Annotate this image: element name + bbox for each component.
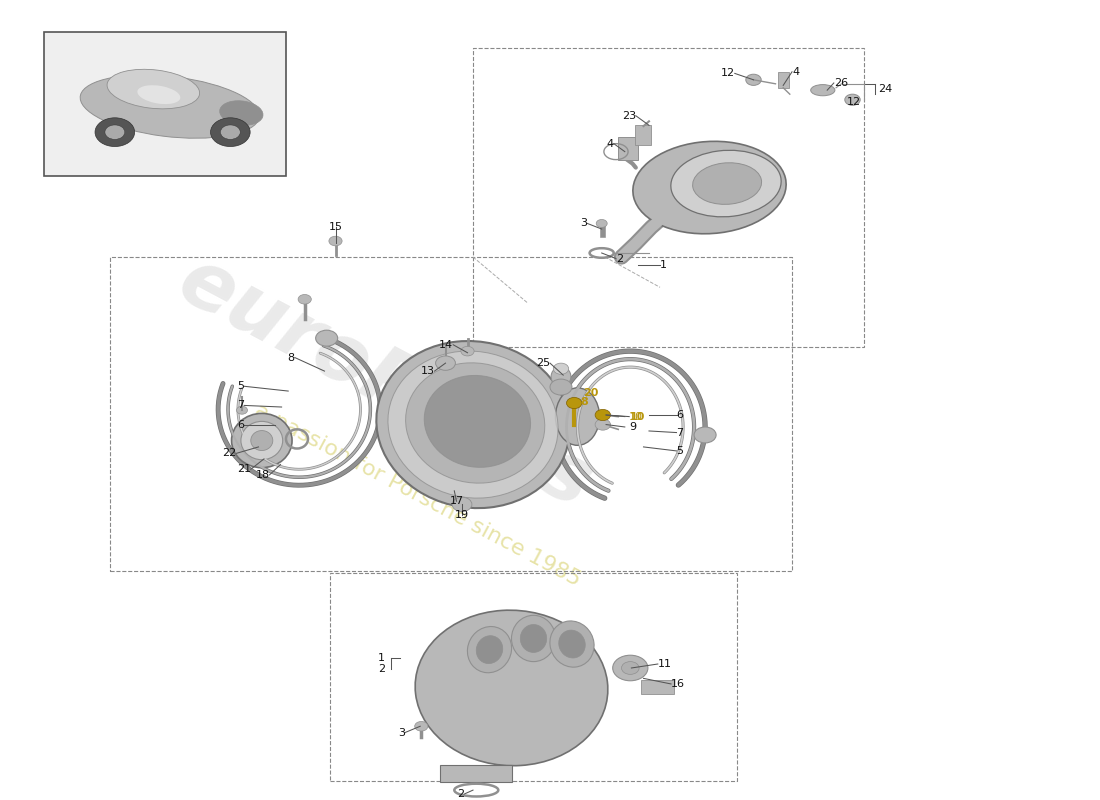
Circle shape bbox=[95, 118, 134, 146]
Text: a passion for Porsche since 1985: a passion for Porsche since 1985 bbox=[252, 400, 584, 590]
Ellipse shape bbox=[693, 162, 761, 204]
Text: 19: 19 bbox=[455, 510, 469, 520]
Text: 3: 3 bbox=[398, 728, 405, 738]
Text: 24: 24 bbox=[878, 84, 892, 94]
Ellipse shape bbox=[107, 70, 199, 109]
Circle shape bbox=[621, 662, 639, 674]
Circle shape bbox=[415, 722, 428, 731]
Ellipse shape bbox=[388, 351, 558, 498]
Text: 8: 8 bbox=[288, 353, 295, 362]
Ellipse shape bbox=[220, 101, 263, 126]
Circle shape bbox=[596, 219, 607, 227]
Circle shape bbox=[329, 236, 342, 246]
Circle shape bbox=[236, 406, 248, 414]
Bar bbox=[618, 138, 638, 160]
Ellipse shape bbox=[550, 621, 594, 667]
Text: 5: 5 bbox=[676, 446, 683, 456]
Circle shape bbox=[566, 398, 582, 409]
Circle shape bbox=[746, 74, 761, 86]
Ellipse shape bbox=[406, 363, 544, 483]
Text: 4: 4 bbox=[607, 138, 614, 149]
Circle shape bbox=[595, 419, 610, 430]
Text: 12: 12 bbox=[720, 69, 735, 78]
Bar bbox=[44, 32, 286, 175]
Circle shape bbox=[104, 125, 124, 139]
Text: 26: 26 bbox=[834, 78, 848, 88]
Text: 14: 14 bbox=[439, 340, 453, 350]
Ellipse shape bbox=[476, 636, 503, 663]
Text: 13: 13 bbox=[420, 366, 434, 376]
Circle shape bbox=[220, 125, 240, 139]
Text: 16: 16 bbox=[671, 679, 685, 689]
Circle shape bbox=[553, 363, 569, 374]
Text: 21: 21 bbox=[236, 464, 251, 474]
Circle shape bbox=[210, 118, 250, 146]
Bar bbox=[641, 680, 674, 694]
Text: 12: 12 bbox=[847, 97, 861, 107]
Text: 7: 7 bbox=[238, 401, 244, 410]
Text: 23: 23 bbox=[621, 110, 636, 121]
Ellipse shape bbox=[512, 615, 556, 662]
Ellipse shape bbox=[671, 150, 781, 217]
Text: 7: 7 bbox=[676, 427, 683, 438]
Bar bbox=[473, 48, 864, 347]
Bar bbox=[600, 224, 605, 237]
Text: 6: 6 bbox=[238, 419, 244, 430]
Circle shape bbox=[452, 498, 472, 511]
Ellipse shape bbox=[632, 142, 786, 234]
Ellipse shape bbox=[138, 86, 180, 104]
Ellipse shape bbox=[520, 625, 547, 653]
Bar bbox=[110, 257, 792, 570]
Text: 5: 5 bbox=[238, 382, 244, 391]
Text: 22: 22 bbox=[222, 448, 236, 458]
Ellipse shape bbox=[241, 422, 283, 460]
Ellipse shape bbox=[556, 388, 600, 446]
Circle shape bbox=[845, 94, 860, 106]
Ellipse shape bbox=[376, 341, 570, 508]
Text: 4: 4 bbox=[792, 67, 799, 77]
Bar bbox=[778, 72, 789, 88]
Text: 8: 8 bbox=[581, 398, 589, 407]
Circle shape bbox=[550, 379, 572, 395]
Circle shape bbox=[694, 427, 716, 443]
Text: 9: 9 bbox=[629, 422, 636, 432]
Circle shape bbox=[461, 346, 474, 356]
Text: 17: 17 bbox=[450, 496, 463, 506]
Circle shape bbox=[613, 655, 648, 681]
Ellipse shape bbox=[415, 610, 608, 766]
Text: 10: 10 bbox=[629, 411, 644, 422]
Circle shape bbox=[595, 410, 610, 421]
Text: 11: 11 bbox=[658, 659, 672, 669]
Text: 2: 2 bbox=[378, 664, 385, 674]
Text: 3: 3 bbox=[581, 218, 587, 229]
Text: 2: 2 bbox=[616, 254, 623, 263]
Circle shape bbox=[436, 356, 455, 370]
Bar bbox=[635, 126, 651, 146]
Bar bbox=[440, 765, 512, 782]
Ellipse shape bbox=[80, 75, 260, 138]
Ellipse shape bbox=[251, 430, 273, 450]
Ellipse shape bbox=[232, 414, 293, 468]
Text: 18: 18 bbox=[255, 470, 270, 480]
Text: 15: 15 bbox=[329, 222, 342, 233]
Ellipse shape bbox=[551, 366, 571, 386]
Ellipse shape bbox=[425, 375, 530, 467]
Ellipse shape bbox=[559, 630, 585, 658]
Text: euroPares: euroPares bbox=[165, 242, 605, 525]
Text: 25: 25 bbox=[536, 358, 550, 368]
Circle shape bbox=[298, 294, 311, 304]
Text: 10: 10 bbox=[629, 412, 645, 422]
Circle shape bbox=[316, 330, 338, 346]
Text: 1: 1 bbox=[378, 654, 385, 663]
Text: 2: 2 bbox=[458, 789, 464, 799]
Text: 1: 1 bbox=[660, 260, 667, 270]
Ellipse shape bbox=[468, 626, 512, 673]
Text: 20: 20 bbox=[583, 388, 598, 398]
Ellipse shape bbox=[811, 85, 835, 96]
Bar bbox=[330, 573, 737, 781]
Text: 6: 6 bbox=[676, 410, 683, 420]
